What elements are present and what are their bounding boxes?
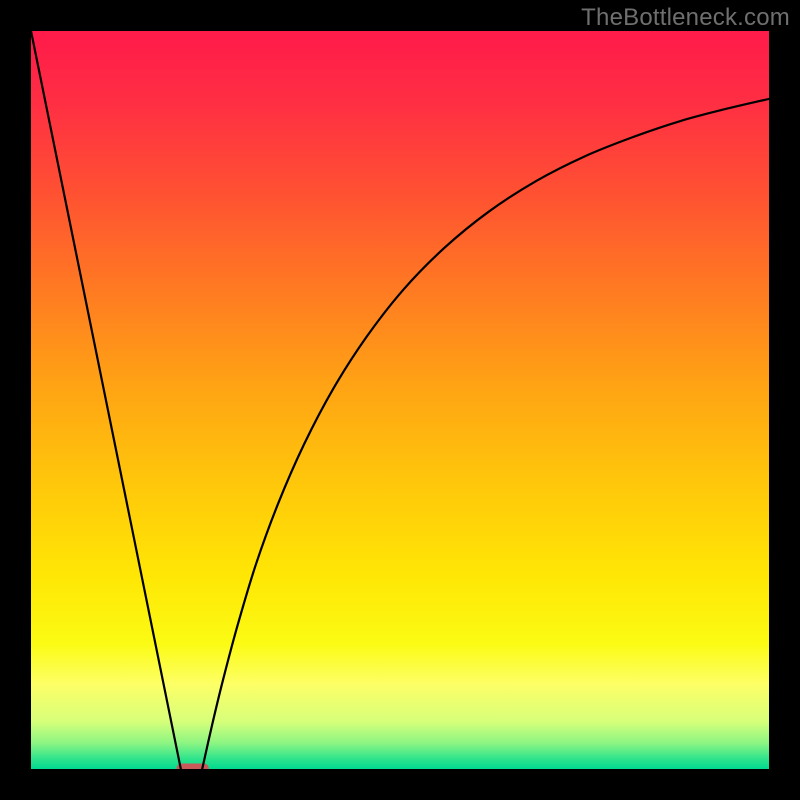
chart-svg	[31, 31, 769, 769]
watermark-text: TheBottleneck.com	[581, 4, 790, 32]
chart-frame: TheBottleneck.com	[0, 0, 800, 800]
plot-area	[31, 31, 769, 769]
gradient-background	[31, 31, 769, 769]
